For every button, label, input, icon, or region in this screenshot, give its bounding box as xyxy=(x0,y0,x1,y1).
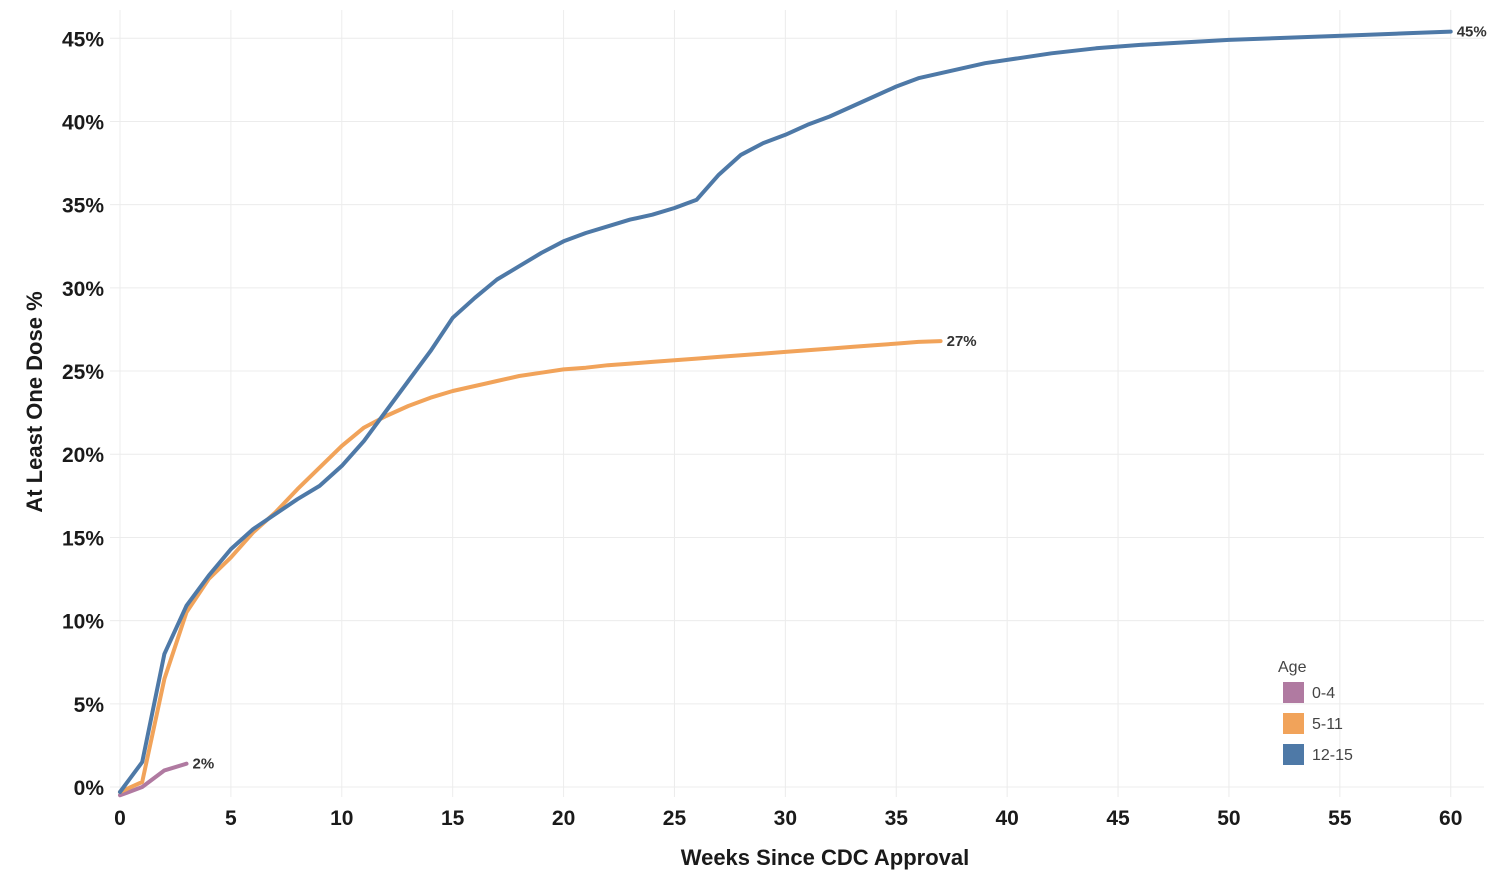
x-tick-label: 15 xyxy=(441,807,465,830)
legend-title: Age xyxy=(1278,659,1307,676)
y-tick-label: 10% xyxy=(62,611,104,634)
y-tick-label: 5% xyxy=(74,694,105,717)
legend-items: 0-4 5-11 12-15 xyxy=(1283,682,1353,765)
legend-label-12-15: 12-15 xyxy=(1312,747,1353,764)
y-tick-label: 25% xyxy=(62,361,104,384)
x-tick-label: 45 xyxy=(1106,807,1130,830)
x-tick-label: 20 xyxy=(552,807,575,830)
legend-swatch-12-15 xyxy=(1283,744,1304,765)
y-tick-label: 30% xyxy=(62,278,104,301)
x-tick-label: 0 xyxy=(114,807,126,830)
legend-swatch-0-4 xyxy=(1283,682,1304,703)
x-tick-label: 30 xyxy=(774,807,797,830)
y-tick-label: 15% xyxy=(62,527,104,550)
x-tick-label: 5 xyxy=(225,807,237,830)
end-label-12-15: 45% xyxy=(1457,24,1487,41)
x-tick-label: 60 xyxy=(1439,807,1462,830)
x-axis-ticks: 0 5 10 15 20 25 30 35 40 45 50 55 60 xyxy=(114,807,1462,830)
y-tick-label: 35% xyxy=(62,195,104,218)
x-tick-label: 10 xyxy=(330,807,353,830)
x-axis-title: Weeks Since CDC Approval xyxy=(681,845,970,870)
y-axis-ticks: 0% 5% 10% 15% 20% 25% 30% 35% 40% 45% xyxy=(62,28,104,800)
x-tick-label: 35 xyxy=(885,807,909,830)
series-lines xyxy=(118,29,1453,798)
x-tick-label: 50 xyxy=(1217,807,1240,830)
y-tick-label: 45% xyxy=(62,28,104,51)
y-tick-label: 0% xyxy=(74,777,105,800)
end-label-0-4: 2% xyxy=(193,756,215,773)
series-line-5-11 xyxy=(118,339,943,794)
legend-swatch-5-11 xyxy=(1283,713,1304,734)
legend: Age 0-4 5-11 12-15 xyxy=(1278,659,1353,765)
x-tick-label: 55 xyxy=(1328,807,1352,830)
series-line-0-4 xyxy=(118,761,189,798)
x-tick-label: 40 xyxy=(995,807,1018,830)
y-tick-label: 20% xyxy=(62,444,104,467)
end-label-5-11: 27% xyxy=(947,333,977,350)
y-axis-title: At Least One Dose % xyxy=(22,291,47,512)
x-tick-label: 25 xyxy=(663,807,687,830)
legend-label-5-11: 5-11 xyxy=(1312,716,1343,733)
legend-label-0-4: 0-4 xyxy=(1312,685,1335,702)
series-line-12-15 xyxy=(118,29,1453,794)
y-tick-label: 40% xyxy=(62,111,104,134)
end-labels: 2% 27% 45% xyxy=(193,24,1487,773)
